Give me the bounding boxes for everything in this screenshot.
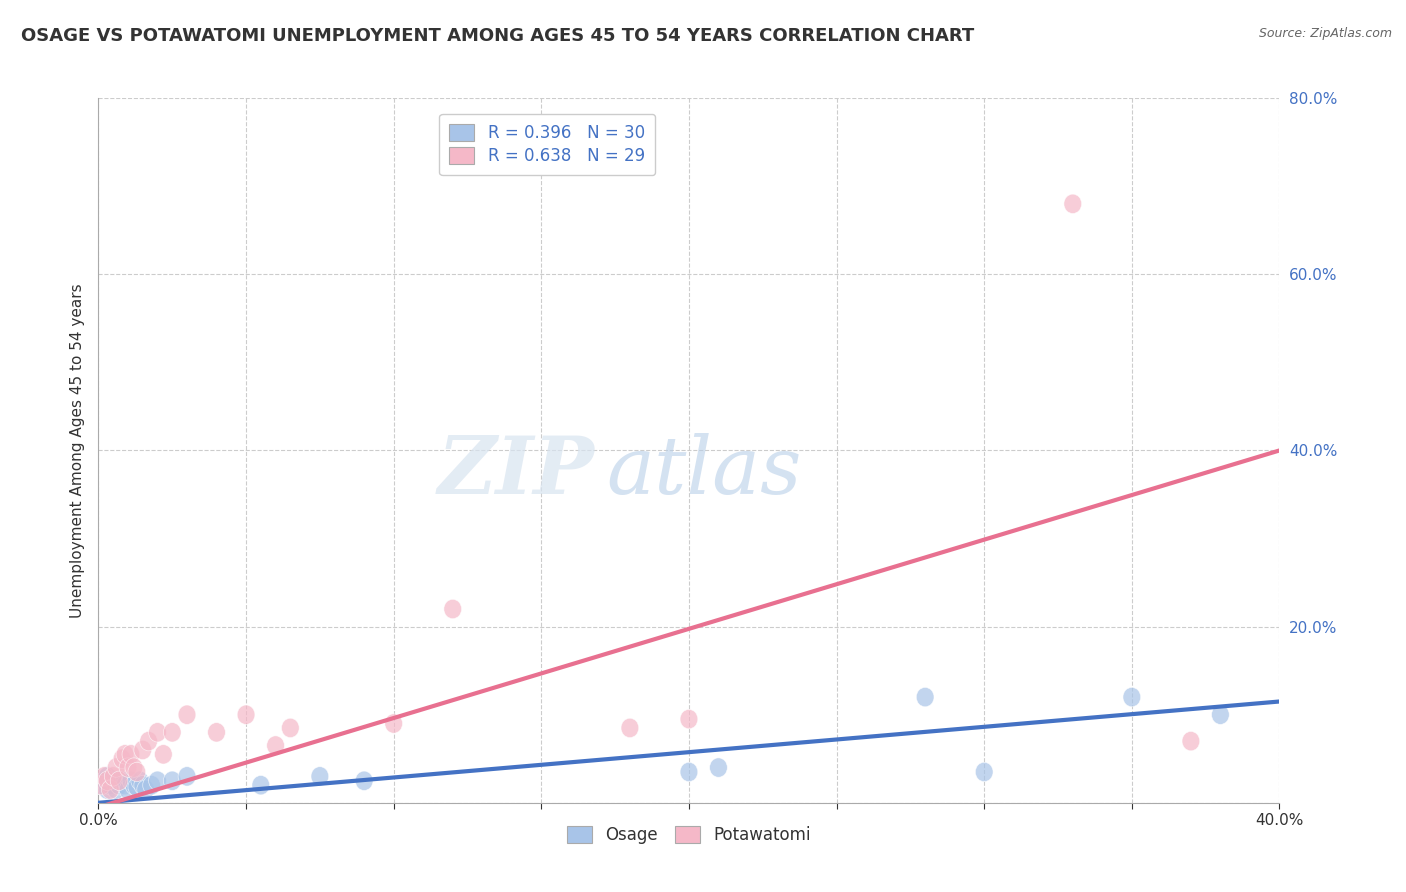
Ellipse shape [385, 714, 402, 733]
Ellipse shape [710, 758, 727, 777]
Ellipse shape [1182, 731, 1199, 751]
Ellipse shape [117, 745, 134, 764]
Ellipse shape [125, 758, 143, 777]
Ellipse shape [1123, 688, 1140, 706]
Ellipse shape [621, 718, 638, 738]
Ellipse shape [96, 767, 114, 786]
Ellipse shape [444, 599, 461, 619]
Ellipse shape [96, 771, 114, 790]
Ellipse shape [143, 775, 160, 795]
Ellipse shape [117, 775, 134, 795]
Ellipse shape [267, 736, 284, 756]
Ellipse shape [139, 731, 157, 751]
Ellipse shape [110, 771, 128, 790]
Ellipse shape [1212, 705, 1229, 724]
Ellipse shape [136, 780, 155, 799]
Text: ZIP: ZIP [437, 433, 595, 510]
Ellipse shape [98, 767, 117, 786]
Ellipse shape [93, 775, 110, 795]
Ellipse shape [98, 780, 117, 799]
Ellipse shape [120, 758, 136, 777]
Ellipse shape [179, 705, 195, 724]
Ellipse shape [128, 777, 146, 797]
Ellipse shape [311, 767, 329, 786]
Ellipse shape [122, 771, 139, 790]
Ellipse shape [149, 771, 166, 790]
Ellipse shape [128, 763, 146, 781]
Ellipse shape [104, 767, 122, 786]
Ellipse shape [681, 709, 697, 729]
Ellipse shape [163, 771, 181, 790]
Ellipse shape [134, 740, 152, 760]
Ellipse shape [238, 705, 254, 724]
Ellipse shape [122, 745, 139, 764]
Legend: Osage, Potawatomi: Osage, Potawatomi [561, 820, 817, 851]
Text: OSAGE VS POTAWATOMI UNEMPLOYMENT AMONG AGES 45 TO 54 YEARS CORRELATION CHART: OSAGE VS POTAWATOMI UNEMPLOYMENT AMONG A… [21, 27, 974, 45]
Ellipse shape [112, 749, 131, 768]
Text: Source: ZipAtlas.com: Source: ZipAtlas.com [1258, 27, 1392, 40]
Ellipse shape [163, 723, 181, 742]
Text: atlas: atlas [606, 433, 801, 510]
Ellipse shape [149, 723, 166, 742]
Ellipse shape [281, 718, 299, 738]
Ellipse shape [155, 745, 173, 764]
Ellipse shape [93, 775, 110, 795]
Ellipse shape [101, 780, 120, 799]
Ellipse shape [112, 771, 131, 790]
Ellipse shape [107, 780, 125, 799]
Ellipse shape [104, 771, 122, 790]
Ellipse shape [252, 775, 270, 795]
Ellipse shape [356, 771, 373, 790]
Ellipse shape [1064, 194, 1081, 213]
Ellipse shape [179, 767, 195, 786]
Ellipse shape [110, 775, 128, 795]
Ellipse shape [976, 763, 993, 781]
Ellipse shape [101, 775, 120, 795]
Ellipse shape [208, 723, 225, 742]
Ellipse shape [134, 775, 152, 795]
Ellipse shape [131, 771, 149, 790]
Ellipse shape [107, 758, 125, 777]
Ellipse shape [681, 763, 697, 781]
Ellipse shape [125, 775, 143, 795]
Ellipse shape [120, 780, 136, 799]
Ellipse shape [917, 688, 934, 706]
Y-axis label: Unemployment Among Ages 45 to 54 years: Unemployment Among Ages 45 to 54 years [69, 283, 84, 618]
Ellipse shape [98, 771, 117, 790]
